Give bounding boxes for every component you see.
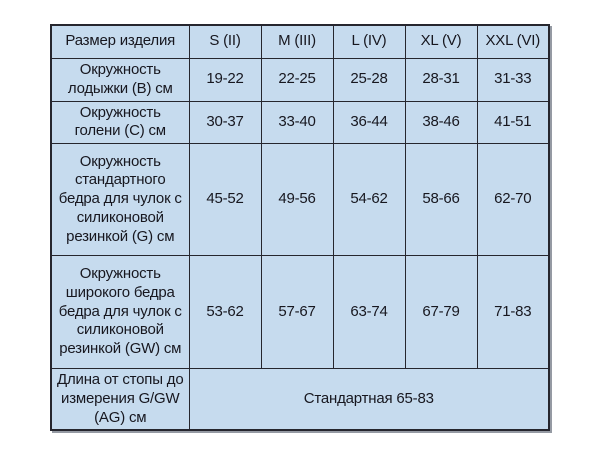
header-size-xl: XL (V) — [404, 24, 478, 59]
row-label-calf: Окружность голени (C) см — [50, 100, 190, 144]
size-chart-table: Размер изделия S (II) M (III) L (IV) XL … — [50, 24, 550, 432]
standard-thigh-value-xxl: 62-70 — [476, 143, 550, 256]
calf-value-xxl: 41-51 — [476, 100, 550, 144]
standard-thigh-value-s: 45-52 — [188, 143, 262, 256]
ankle-value-l: 25-28 — [332, 57, 406, 102]
calf-value-s: 30-37 — [188, 100, 262, 144]
standard-thigh-value-m: 49-56 — [260, 143, 334, 256]
calf-value-l: 36-44 — [332, 100, 406, 144]
header-size-s: S (II) — [188, 24, 262, 59]
row-label-standard-thigh: Окружность стандартного бедра для чулок … — [50, 143, 190, 256]
table-row-standard-thigh: Окружность стандартного бедра для чулок … — [50, 143, 550, 256]
wide-thigh-value-m: 57-67 — [260, 255, 334, 369]
calf-value-xl: 38-46 — [404, 100, 478, 144]
ankle-value-m: 22-25 — [260, 57, 334, 102]
header-product-size: Размер изделия — [50, 24, 190, 59]
header-size-xxl: XXL (VI) — [476, 24, 550, 59]
table-row-calf: Окружность голени (C) см 30-37 33-40 36-… — [50, 100, 550, 144]
table-row-wide-thigh: Окружность широкого бедра бедра для чуло… — [50, 255, 550, 369]
calf-value-m: 33-40 — [260, 100, 334, 144]
length-value-all-sizes: Стандартная 65-83 — [188, 368, 550, 431]
table-row-ankle: Окружность лодыжки (B) см 19-22 22-25 25… — [50, 57, 550, 102]
standard-thigh-value-xl: 58-66 — [404, 143, 478, 256]
row-label-wide-thigh: Окружность широкого бедра бедра для чуло… — [50, 255, 190, 369]
ankle-value-s: 19-22 — [188, 57, 262, 102]
row-label-length: Длина от стопы до измерения G/GW (AG) см — [50, 368, 190, 431]
wide-thigh-value-xl: 67-79 — [404, 255, 478, 369]
wide-thigh-value-l: 63-74 — [332, 255, 406, 369]
size-chart: Размер изделия S (II) M (III) L (IV) XL … — [50, 24, 550, 432]
wide-thigh-value-xxl: 71-83 — [476, 255, 550, 369]
ankle-value-xl: 28-31 — [404, 57, 478, 102]
standard-thigh-value-l: 54-62 — [332, 143, 406, 256]
row-label-ankle: Окружность лодыжки (B) см — [50, 57, 190, 102]
header-size-l: L (IV) — [332, 24, 406, 59]
header-size-m: M (III) — [260, 24, 334, 59]
table-row-length: Длина от стопы до измерения G/GW (AG) см… — [50, 368, 550, 431]
ankle-value-xxl: 31-33 — [476, 57, 550, 102]
wide-thigh-value-s: 53-62 — [188, 255, 262, 369]
header-row: Размер изделия S (II) M (III) L (IV) XL … — [50, 24, 550, 59]
